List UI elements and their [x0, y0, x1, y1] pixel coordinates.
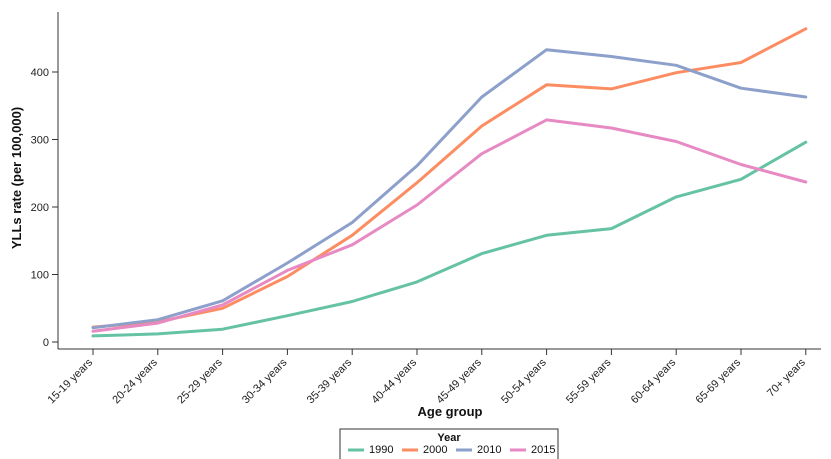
x-tick-label: 50-54 years: [499, 356, 549, 406]
x-tick-label: 60-64 years: [629, 356, 679, 406]
legend-label-2000: 2000: [423, 444, 447, 456]
series-line-2010: [91, 48, 808, 330]
legend-items: 1990 2000 2010 2015: [348, 444, 555, 456]
x-tick-label: 20-24 years: [110, 356, 160, 406]
series-line-2000: [91, 27, 808, 329]
x-tick-label: 65-69 years: [694, 356, 744, 406]
legend-label-1990: 1990: [369, 444, 393, 456]
y-tick-label: 300: [31, 135, 49, 147]
y-axis: 0 100 200 300 400: [31, 12, 59, 349]
y-tick-label: 100: [31, 270, 49, 282]
legend: Year 1990 2000 2010 2015: [339, 428, 559, 459]
x-tick-label: 35-39 years: [305, 356, 355, 406]
x-tick-label: 30-34 years: [240, 356, 290, 406]
legend-label-2015: 2015: [531, 444, 555, 456]
series-lines: [91, 27, 808, 338]
legend-box: [339, 428, 559, 459]
legend-title: Year: [437, 432, 461, 444]
y-axis-title: YLLs rate (per 100,000): [9, 107, 24, 249]
x-tick-label: 25-29 years: [175, 356, 225, 406]
x-axis-title: Age group: [418, 404, 483, 419]
x-tick-label: 70+ years: [765, 356, 808, 399]
x-axis: 15-19 years 20-24 years 25-29 years 30-34 y…: [46, 348, 821, 406]
y-tick-label: 0: [43, 337, 49, 349]
y-tick-label: 200: [31, 202, 49, 214]
x-tick-label: 40-44 years: [370, 356, 420, 406]
y-tick-label: 400: [31, 67, 49, 79]
series-line-2015: [91, 118, 808, 333]
x-tick-label: 45-49 years: [434, 356, 484, 406]
series-line-1990: [91, 140, 808, 338]
legend-label-2010: 2010: [477, 444, 501, 456]
x-tick-label: 55-59 years: [564, 356, 614, 406]
x-tick-label: 15-19 years: [46, 356, 96, 406]
